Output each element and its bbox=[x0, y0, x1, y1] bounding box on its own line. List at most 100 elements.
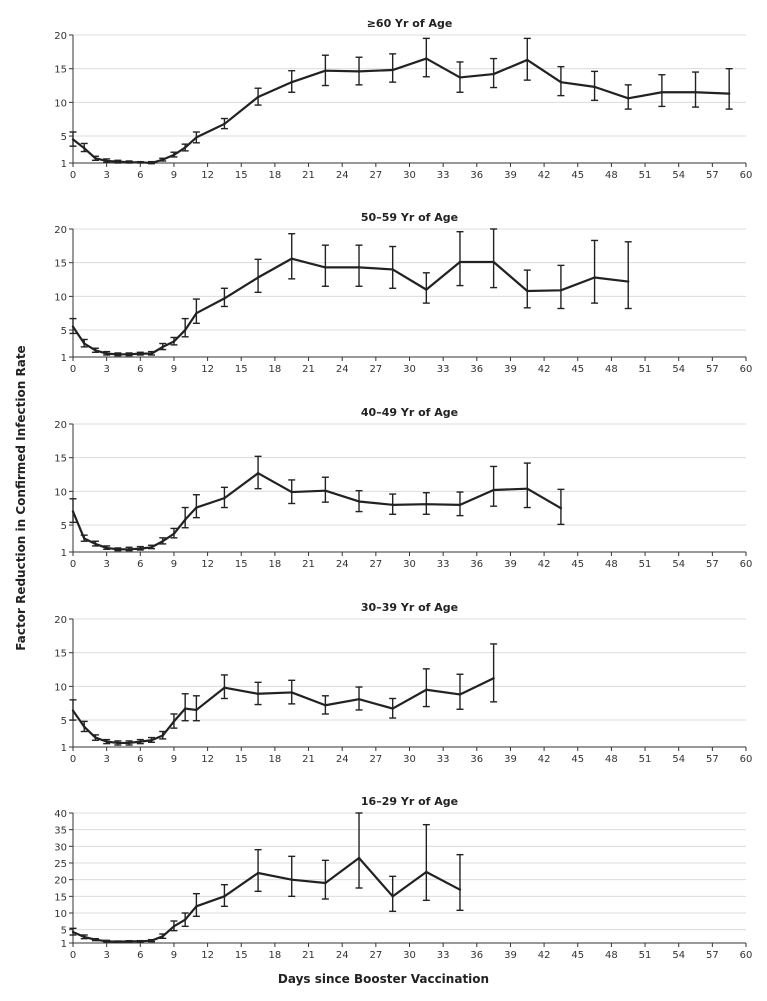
x-tick-label: 21 bbox=[302, 170, 315, 181]
x-tick-label: 18 bbox=[269, 170, 282, 181]
y-tick-label: 1 bbox=[61, 939, 67, 950]
x-tick-label: 21 bbox=[302, 364, 315, 375]
data-point bbox=[195, 905, 198, 908]
x-tick-label: 42 bbox=[538, 170, 551, 181]
y-tick-label: 5 bbox=[61, 326, 67, 337]
x-tick-label: 18 bbox=[269, 364, 282, 375]
x-tick-label: 30 bbox=[403, 170, 416, 181]
data-point bbox=[195, 136, 198, 139]
error-bar bbox=[355, 244, 363, 287]
data-point bbox=[71, 709, 75, 712]
x-tick-label: 42 bbox=[538, 364, 551, 375]
x-tick-label: 9 bbox=[171, 950, 177, 961]
x-tick-label: 21 bbox=[302, 559, 315, 570]
data-point bbox=[94, 736, 97, 739]
x-tick-label: 54 bbox=[672, 559, 685, 570]
error-bar bbox=[591, 239, 599, 304]
x-tick-label: 12 bbox=[201, 170, 214, 181]
data-point bbox=[139, 352, 142, 355]
data-point bbox=[526, 289, 529, 293]
data-point bbox=[593, 276, 596, 279]
x-tick-label: 45 bbox=[571, 754, 584, 765]
error-bar bbox=[456, 673, 464, 710]
error-bar bbox=[624, 241, 632, 310]
x-tick-label: 39 bbox=[504, 754, 517, 765]
error-bar bbox=[288, 855, 296, 898]
data-point bbox=[458, 260, 462, 264]
x-tick-label: 57 bbox=[706, 559, 719, 570]
x-tick-label: 48 bbox=[605, 950, 618, 961]
x-tick-label: 15 bbox=[235, 950, 248, 961]
data-point bbox=[195, 708, 198, 712]
x-tick-label: 18 bbox=[269, 754, 282, 765]
x-axis-label: Days since Booster Vaccination bbox=[277, 972, 490, 986]
data-point bbox=[458, 693, 462, 696]
data-point bbox=[94, 349, 97, 352]
x-tick-label: 0 bbox=[70, 950, 76, 961]
data-point bbox=[183, 328, 187, 332]
data-point bbox=[161, 540, 164, 543]
x-tick-label: 0 bbox=[70, 754, 76, 765]
data-point bbox=[139, 547, 142, 550]
data-point bbox=[127, 940, 131, 943]
x-tick-label: 0 bbox=[70, 364, 76, 375]
error-bar bbox=[254, 848, 262, 893]
data-point bbox=[458, 503, 462, 507]
data-point bbox=[83, 537, 86, 540]
data-point bbox=[290, 257, 293, 260]
data-point bbox=[71, 930, 75, 934]
series-line bbox=[72, 257, 629, 356]
data-point bbox=[492, 260, 495, 264]
y-tick-label: 15 bbox=[54, 892, 67, 903]
x-tick-label: 27 bbox=[369, 950, 382, 961]
x-tick-label: 45 bbox=[571, 170, 584, 181]
data-point bbox=[139, 740, 142, 743]
y-tick-label: 1 bbox=[61, 743, 67, 754]
error-bar bbox=[490, 643, 498, 703]
x-tick-label: 6 bbox=[137, 754, 143, 765]
x-tick-label: 33 bbox=[437, 950, 450, 961]
x-tick-label: 45 bbox=[571, 364, 584, 375]
y-tick-label: 5 bbox=[61, 926, 67, 937]
error-bar bbox=[422, 668, 430, 708]
error-bar bbox=[355, 812, 363, 889]
data-point bbox=[694, 91, 697, 94]
data-point bbox=[290, 490, 293, 494]
data-point bbox=[172, 532, 176, 536]
x-tick-label: 30 bbox=[403, 754, 416, 765]
x-tick-label: 36 bbox=[470, 754, 483, 765]
y-tick-label: 15 bbox=[54, 454, 67, 465]
x-tick-label: 57 bbox=[706, 754, 719, 765]
error-bar bbox=[624, 84, 632, 110]
data-point bbox=[627, 97, 630, 100]
data-point bbox=[83, 146, 86, 150]
x-tick-label: 51 bbox=[639, 754, 652, 765]
error-bar bbox=[192, 695, 200, 722]
data-point bbox=[71, 510, 75, 513]
data-point bbox=[105, 740, 108, 743]
x-tick-label: 33 bbox=[437, 754, 450, 765]
data-point bbox=[357, 856, 361, 860]
x-tick-label: 45 bbox=[571, 950, 584, 961]
y-tick-label: 10 bbox=[54, 292, 67, 303]
x-tick-label: 54 bbox=[672, 364, 685, 375]
y-tick-label: 30 bbox=[54, 842, 67, 853]
error-bar bbox=[389, 875, 397, 913]
data-point bbox=[324, 69, 327, 72]
data-point bbox=[357, 500, 361, 503]
x-tick-label: 12 bbox=[201, 950, 214, 961]
x-tick-label: 54 bbox=[672, 170, 685, 181]
x-tick-label: 9 bbox=[171, 170, 177, 181]
error-bar bbox=[658, 74, 666, 108]
y-axis-label-container: Factor Reduction in Confirmed Infection … bbox=[10, 0, 40, 997]
data-point bbox=[172, 153, 176, 157]
data-point bbox=[139, 940, 142, 943]
series-line bbox=[71, 472, 562, 551]
error-bar bbox=[456, 853, 464, 912]
x-tick-label: 27 bbox=[369, 364, 382, 375]
data-point bbox=[223, 496, 226, 500]
y-tick-label: 10 bbox=[54, 909, 67, 920]
